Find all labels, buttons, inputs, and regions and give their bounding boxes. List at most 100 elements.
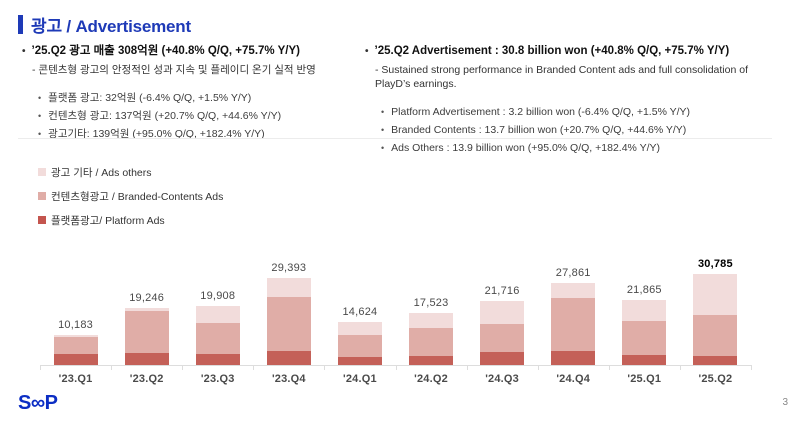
page-number: 3	[782, 397, 788, 408]
axis-tick	[608, 365, 610, 370]
chart-bar-column: 10,183	[40, 247, 111, 365]
chart-bar-column: 14,624	[324, 247, 395, 365]
axis-tick	[679, 365, 681, 370]
x-axis-tick-label: '23.Q3	[200, 373, 235, 385]
bar-total-label: 10,183	[58, 319, 93, 332]
korean-item-platform-text: 플랫폼 광고: 32억원 (-6.4% Q/Q, +1.5% Y/Y)	[48, 92, 252, 104]
bar-segment	[480, 323, 525, 353]
bar-total-label: 19,908	[200, 290, 236, 303]
bar-segment	[195, 306, 240, 323]
chart-bar-column: 17,523	[395, 247, 466, 365]
korean-item-branded-text: 컨텐츠형 광고: 137억원 (+20.7% Q/Q, +44.6% Y/Y)	[48, 110, 282, 122]
stacked-bar	[53, 335, 98, 365]
legend-label-ads-others: 광고 기타 / Ads others	[51, 166, 152, 179]
x-axis-tick-label: '24.Q4	[556, 373, 591, 385]
bar-total-label: 30,785	[697, 258, 733, 270]
chart-bar-column: 29,393	[253, 247, 324, 365]
section-divider	[18, 138, 772, 139]
page-title-row: 광고 / Advertisement	[18, 12, 191, 37]
stacked-bar	[409, 313, 454, 365]
english-heading-row: • ’25.Q2 Advertisement : 30.8 billion wo…	[365, 44, 785, 59]
bar-segment	[551, 298, 596, 352]
stacked-bar	[266, 278, 311, 365]
bar-segment	[409, 313, 454, 328]
english-subheading: - Sustained strong performance in Brande…	[375, 64, 748, 90]
bar-segment	[622, 321, 667, 355]
bullet-icon: •	[365, 46, 369, 57]
bar-total-label: 29,393	[271, 262, 307, 275]
bullet-icon: •	[38, 93, 42, 103]
english-heading: ’25.Q2 Advertisement : 30.8 billion won …	[374, 45, 730, 57]
english-item-platform: • Platform Advertisement : 3.2 billion w…	[381, 103, 785, 121]
soop-logo: S∞P	[18, 392, 58, 414]
stacked-bar	[551, 282, 596, 365]
legend-item-ads-others: 광고 기타 / Ads others	[38, 160, 223, 184]
bar-segment	[337, 321, 382, 336]
axis-tick	[466, 365, 468, 370]
legend-label-branded-contents: 컨텐츠형광고 / Branded-Contents Ads	[51, 190, 224, 203]
bullet-icon: •	[22, 46, 26, 57]
bar-total-label: 17,523	[413, 297, 449, 310]
x-axis-tick-label: '23.Q4	[271, 373, 306, 385]
ads-revenue-stacked-bar-chart: 10,183 19,246 19,908 29,393 14,624 17,523 21,7…	[40, 247, 752, 385]
english-item-branded-text: Branded Contents : 13.7 billion won (+20…	[391, 124, 687, 136]
bar-segment	[195, 353, 240, 365]
bar-segment	[409, 355, 454, 365]
bullet-icon: •	[38, 129, 42, 139]
bar-total-label: 21,865	[626, 284, 662, 297]
bar-segment	[480, 300, 525, 324]
page-title: 광고 / Advertisement	[31, 17, 191, 36]
bullet-icon: •	[381, 143, 385, 153]
chart-bar-column: 21,716	[467, 247, 538, 365]
bar-segment	[551, 351, 596, 365]
axis-tick	[324, 365, 326, 370]
bar-segment	[53, 335, 98, 338]
bar-segment	[409, 327, 454, 356]
bar-segment	[124, 311, 169, 353]
bar-segment	[53, 337, 98, 355]
korean-item-others-text: 광고기타: 139억원 (+95.0% Q/Q, +182.4% Y/Y)	[48, 128, 265, 140]
bar-segment	[266, 278, 311, 297]
stacked-bar	[693, 274, 738, 365]
chart-bar-column: 19,246	[111, 247, 182, 365]
english-item-others-text: Ads Others : 13.9 billion won (+95.0% Q/…	[391, 142, 661, 154]
stacked-bar	[195, 306, 240, 365]
chart-bar-column: 19,908	[182, 247, 253, 365]
axis-tick	[751, 365, 752, 370]
english-item-branded: • Branded Contents : 13.7 billion won (+…	[381, 121, 785, 139]
chart-legend: 광고 기타 / Ads others 컨텐츠형광고 / Branded-Cont…	[38, 160, 223, 232]
korean-subheading: - 콘텐츠형 광고의 안정적인 성과 지속 및 플레이디 온기 실적 반영	[32, 64, 316, 76]
bar-segment	[124, 352, 169, 365]
korean-heading-row: • ’25.Q2 광고 매출 308억원 (+40.8% Q/Q, +75.7%…	[22, 44, 357, 59]
english-item-others: • Ads Others : 13.9 billion won (+95.0% …	[381, 139, 785, 157]
x-axis-tick-label: '23.Q2	[129, 373, 164, 385]
korean-item-platform: • 플랫폼 광고: 32억원 (-6.4% Q/Q, +1.5% Y/Y)	[38, 89, 357, 107]
bar-segment	[693, 315, 738, 356]
chart-plot-area: 10,183 19,246 19,908 29,393 14,624 17,523 21,7…	[40, 247, 751, 365]
bar-segment	[622, 354, 667, 365]
stacked-bar	[622, 300, 667, 365]
axis-tick	[40, 365, 41, 370]
x-axis-labels: '23.Q1 '23.Q2 '23.Q3 '23.Q4 '24.Q1 '24.Q2 '24.…	[40, 373, 751, 385]
bar-segment	[266, 296, 311, 352]
axis-tick	[182, 365, 184, 370]
bar-segment	[693, 355, 738, 365]
bar-segment	[124, 308, 169, 312]
axis-tick	[395, 365, 397, 370]
bar-segment	[53, 354, 98, 365]
x-axis-tick-label: '23.Q1	[58, 373, 93, 385]
bar-total-label: 14,624	[342, 305, 378, 318]
axis-tick	[253, 365, 255, 370]
chart-bar-column: 27,861	[538, 247, 609, 365]
bar-total-label: 27,861	[555, 266, 591, 279]
korean-heading: ’25.Q2 광고 매출 308억원 (+40.8% Q/Q, +75.7% Y…	[31, 45, 300, 57]
x-axis-tick-label: '25.Q2	[698, 373, 733, 385]
x-axis-tick-label: '24.Q2	[414, 373, 448, 385]
bullet-icon: •	[381, 125, 385, 135]
bar-segment	[337, 335, 382, 358]
chart-bar-column: 30,785	[680, 247, 751, 365]
stacked-bar	[480, 300, 525, 365]
x-axis-tick-label: '25.Q1	[627, 373, 662, 385]
bullet-icon: •	[38, 111, 42, 121]
